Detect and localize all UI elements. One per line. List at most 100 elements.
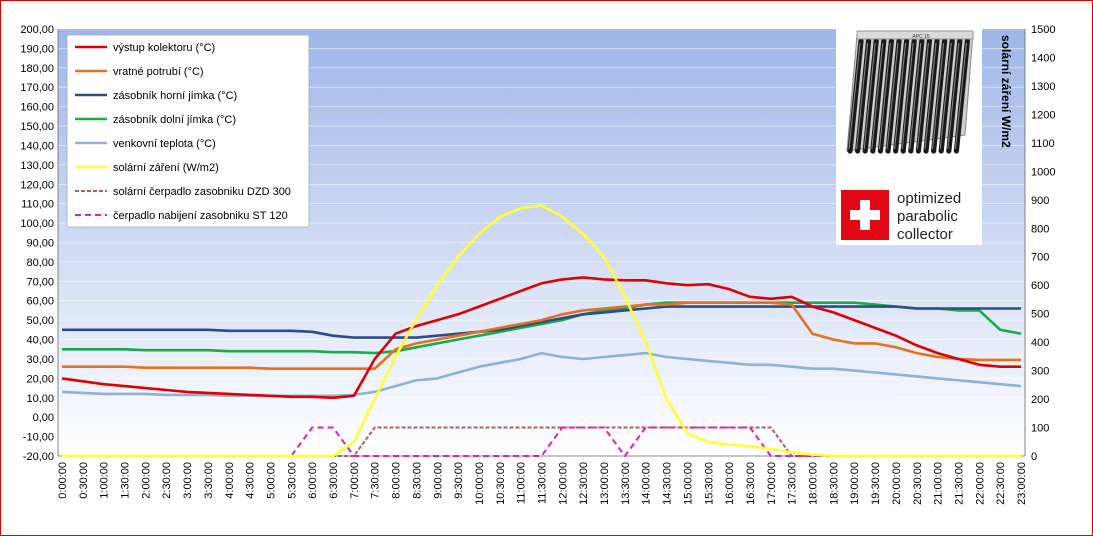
x-tick-label: 22:30:00: [995, 462, 1007, 505]
x-tick-label: 7:30:00: [370, 462, 382, 499]
series-line-1: [62, 301, 1021, 371]
x-tick-label: 14:30:00: [662, 462, 674, 505]
right-tick-label: 300: [1031, 366, 1049, 378]
x-tick-label: 22:00:00: [974, 462, 986, 505]
collector-tube: [900, 38, 917, 154]
collector-tube: [915, 38, 933, 154]
legend-label: solární čerpadlo zasobniku DZD 300: [113, 186, 291, 198]
right-tick-label: 1000: [1031, 166, 1055, 178]
left-tick-label: 40,00: [26, 335, 54, 347]
x-tick-label: 13:00:00: [599, 462, 611, 505]
collector-tube: [870, 38, 887, 154]
x-axis-ticks: 0:00:00 0:30:00 1:00:00 1:30:00 2:00:00 2:30:…: [57, 462, 1028, 505]
left-tick-label: 190,00: [20, 43, 54, 55]
x-tick-label: 8:30:00: [411, 462, 423, 499]
x-tick-label: 21:30:00: [953, 462, 965, 505]
x-tick-label: 19:30:00: [870, 462, 882, 505]
x-tick-label: 8:00:00: [391, 462, 403, 499]
x-tick-label: 6:30:00: [328, 462, 340, 499]
x-tick-label: 13:30:00: [620, 462, 632, 505]
x-tick-label: 1:00:00: [99, 462, 111, 499]
right-tick-label: 800: [1031, 223, 1049, 235]
x-tick-label: 16:30:00: [745, 462, 757, 505]
right-tick-label: 600: [1031, 280, 1049, 292]
left-tick-label: -20,00: [23, 451, 54, 463]
legend-label: výstup kolektoru (°C): [113, 42, 215, 54]
right-tick-label: 200: [1031, 394, 1049, 406]
collector-tube: [885, 38, 902, 154]
left-tick-label: 150,00: [20, 121, 54, 133]
x-tick-label: 14:00:00: [641, 462, 653, 505]
legend-label: čerpadlo nabijení zasobniku ST 120: [113, 210, 288, 222]
logo-line-1: optimized: [897, 190, 961, 207]
product-logo: APC 15 optimized parabolic collector: [836, 26, 982, 245]
right-tick-label: 900: [1031, 195, 1049, 207]
left-tick-label: -10,00: [23, 432, 54, 444]
x-tick-label: 10:00:00: [474, 462, 486, 505]
collector-tube: [862, 38, 879, 154]
legend-label: vratné potrubí (°C): [113, 66, 204, 78]
left-tick-label: 50,00: [26, 315, 54, 327]
x-tick-label: 15:30:00: [703, 462, 715, 505]
series-line-5: [62, 204, 1021, 458]
x-tick-label: 2:00:00: [140, 462, 152, 499]
x-tick-label: 23:00:00: [1016, 462, 1028, 505]
right-tick-label: 1400: [1031, 52, 1055, 64]
x-tick-label: 15:00:00: [682, 462, 694, 505]
left-tick-label: 70,00: [26, 276, 54, 288]
x-tick-label: 10:30:00: [495, 462, 507, 505]
left-tick-label: 110,00: [21, 199, 54, 211]
series-line-2: [62, 305, 1021, 339]
collector-tube: [938, 38, 955, 154]
x-tick-label: 16:00:00: [724, 462, 736, 505]
left-tick-label: 180,00: [20, 63, 54, 75]
left-tick-label: 130,00: [20, 160, 54, 172]
logo-line-2: parabolic: [897, 208, 958, 225]
left-tick-label: 20,00: [26, 373, 54, 385]
right-axis-ticks: 0 100 200 300 400 500 600 700 800 900 1000 1100 1200…: [1031, 24, 1055, 463]
x-tick-label: 20:00:00: [891, 462, 903, 505]
right-tick-label: 0: [1031, 451, 1037, 463]
right-tick-label: 1200: [1031, 109, 1055, 121]
collector-tube: [854, 38, 872, 154]
right-tick-label: 1100: [1031, 138, 1055, 150]
x-tick-label: 3:30:00: [203, 462, 215, 499]
left-tick-label: 160,00: [20, 102, 54, 114]
left-axis-ticks: -20,00 -10,00 0,00 10,00 20,00 30,00 40,00 50,0…: [20, 24, 54, 463]
x-tick-label: 18:30:00: [828, 462, 840, 505]
legend-label: venkovní teplota (°C): [113, 138, 216, 150]
x-tick-label: 4:30:00: [245, 462, 257, 499]
x-tick-label: 9:00:00: [432, 462, 444, 499]
series-line-3: [62, 301, 1022, 355]
x-tick-label: 5:30:00: [286, 462, 298, 499]
x-tick-label: 7:00:00: [349, 462, 361, 499]
left-tick-label: 10,00: [26, 393, 54, 405]
legend-label: solární záření (W/m2): [113, 162, 219, 174]
collector-tube: [877, 38, 895, 154]
right-tick-label: 100: [1031, 423, 1049, 435]
x-tick-label: 12:30:00: [578, 462, 590, 505]
x-tick-label: 9:30:00: [453, 462, 465, 499]
x-tick-label: 18:00:00: [808, 462, 820, 505]
left-tick-label: 140,00: [20, 140, 54, 152]
series-line-0: [61, 276, 1021, 400]
left-tick-label: 30,00: [26, 354, 54, 366]
collector-tube: [892, 38, 910, 154]
x-tick-label: 11:30:00: [537, 462, 549, 504]
right-tick-label: 700: [1031, 252, 1049, 264]
legend-label: zásobník dolní jímka (°C): [113, 114, 236, 126]
x-tick-label: 2:30:00: [161, 462, 173, 499]
x-tick-label: 17:00:00: [766, 462, 778, 505]
x-tick-label: 19:00:00: [849, 462, 861, 505]
collector-image: APC 15: [846, 30, 974, 154]
collector-tube: [847, 38, 864, 154]
series-line-4: [61, 351, 1022, 398]
right-tick-label: 400: [1031, 337, 1049, 349]
x-tick-label: 3:00:00: [182, 462, 194, 499]
left-tick-label: 60,00: [26, 296, 54, 308]
left-tick-label: 0,00: [33, 412, 54, 424]
left-tick-label: 100,00: [20, 218, 54, 230]
right-tick-label: 1500: [1031, 24, 1055, 36]
